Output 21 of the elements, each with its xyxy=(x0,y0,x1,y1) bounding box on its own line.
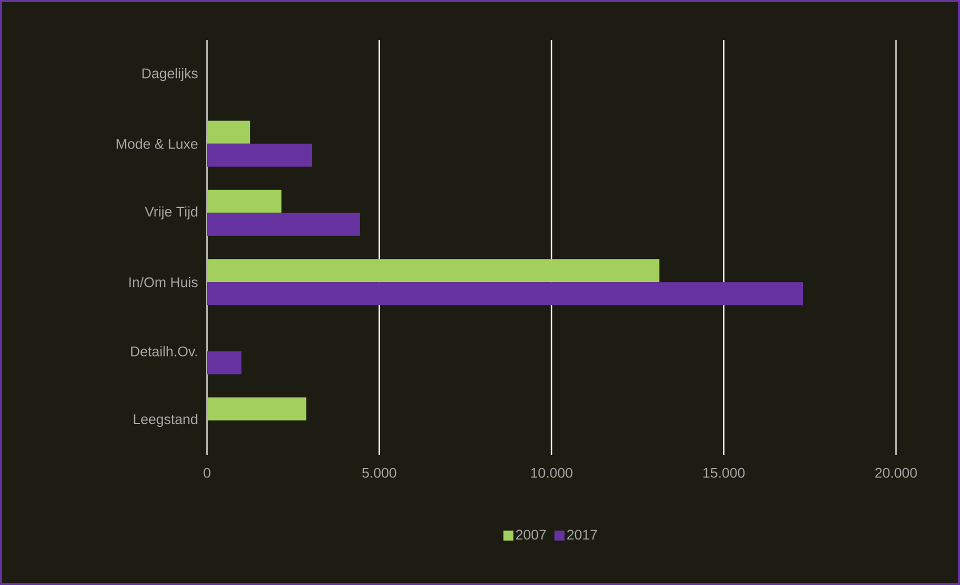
y-tick-label: Detailh.Ov. xyxy=(131,346,197,356)
bar xyxy=(207,282,803,306)
bar xyxy=(207,212,360,236)
y-tick-label: Dagelijks xyxy=(142,68,198,82)
x-tick-label: 15.000 xyxy=(703,468,745,478)
y-tick-label: Mode & Luxe xyxy=(116,138,198,149)
x-tick-label: 0 xyxy=(204,468,210,478)
x-tick-label: 20.000 xyxy=(875,468,917,478)
x-tick-label: 5.000 xyxy=(362,468,396,478)
y-tick-label: In/Om Huis xyxy=(129,276,198,288)
legend-label: 2007 xyxy=(516,530,546,540)
bar xyxy=(207,144,312,167)
bar xyxy=(207,397,306,420)
bar xyxy=(207,120,250,144)
bar xyxy=(207,190,282,213)
x-tick-label: 10.000 xyxy=(531,468,572,478)
bar xyxy=(207,351,242,374)
bar xyxy=(207,259,660,282)
y-tick-label: Vrije Tijd xyxy=(144,206,198,220)
legend-label: 2017 xyxy=(567,530,597,540)
y-tick-label: Leegstand xyxy=(134,414,198,427)
